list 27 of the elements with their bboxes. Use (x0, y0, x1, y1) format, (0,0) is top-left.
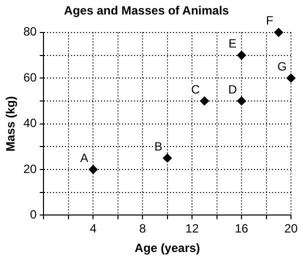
x-tick-label: 12 (185, 222, 200, 236)
point (237, 96, 246, 106)
x-tick-label: 4 (90, 222, 97, 236)
y-tick-label: 0 (30, 208, 38, 222)
y-tick-label: 80 (23, 24, 38, 39)
x-axis-title: Age (years) (134, 241, 200, 256)
y-tick-label: 60 (23, 70, 38, 84)
annotation: A (80, 150, 88, 165)
chart-title: Ages and Masses of Animals (64, 4, 230, 18)
annotation: F (266, 14, 274, 28)
x-tick-label: 8 (139, 222, 146, 236)
annotation: D (228, 82, 238, 96)
x-tick-label: 20 (284, 222, 298, 236)
point (274, 28, 284, 37)
x-tick-label: 16 (234, 222, 249, 236)
annotation: G (277, 59, 287, 74)
y-axis-title: Mass (kg) (4, 96, 18, 152)
annotation: C (191, 82, 200, 96)
point (286, 74, 296, 83)
y-tick-label: 40 (23, 116, 38, 130)
annotation: E (228, 36, 237, 51)
point (237, 50, 246, 60)
annotation: B (154, 139, 162, 154)
y-tick-label: 20 (23, 162, 38, 176)
point (200, 96, 209, 106)
point (162, 154, 172, 163)
point (88, 165, 98, 174)
